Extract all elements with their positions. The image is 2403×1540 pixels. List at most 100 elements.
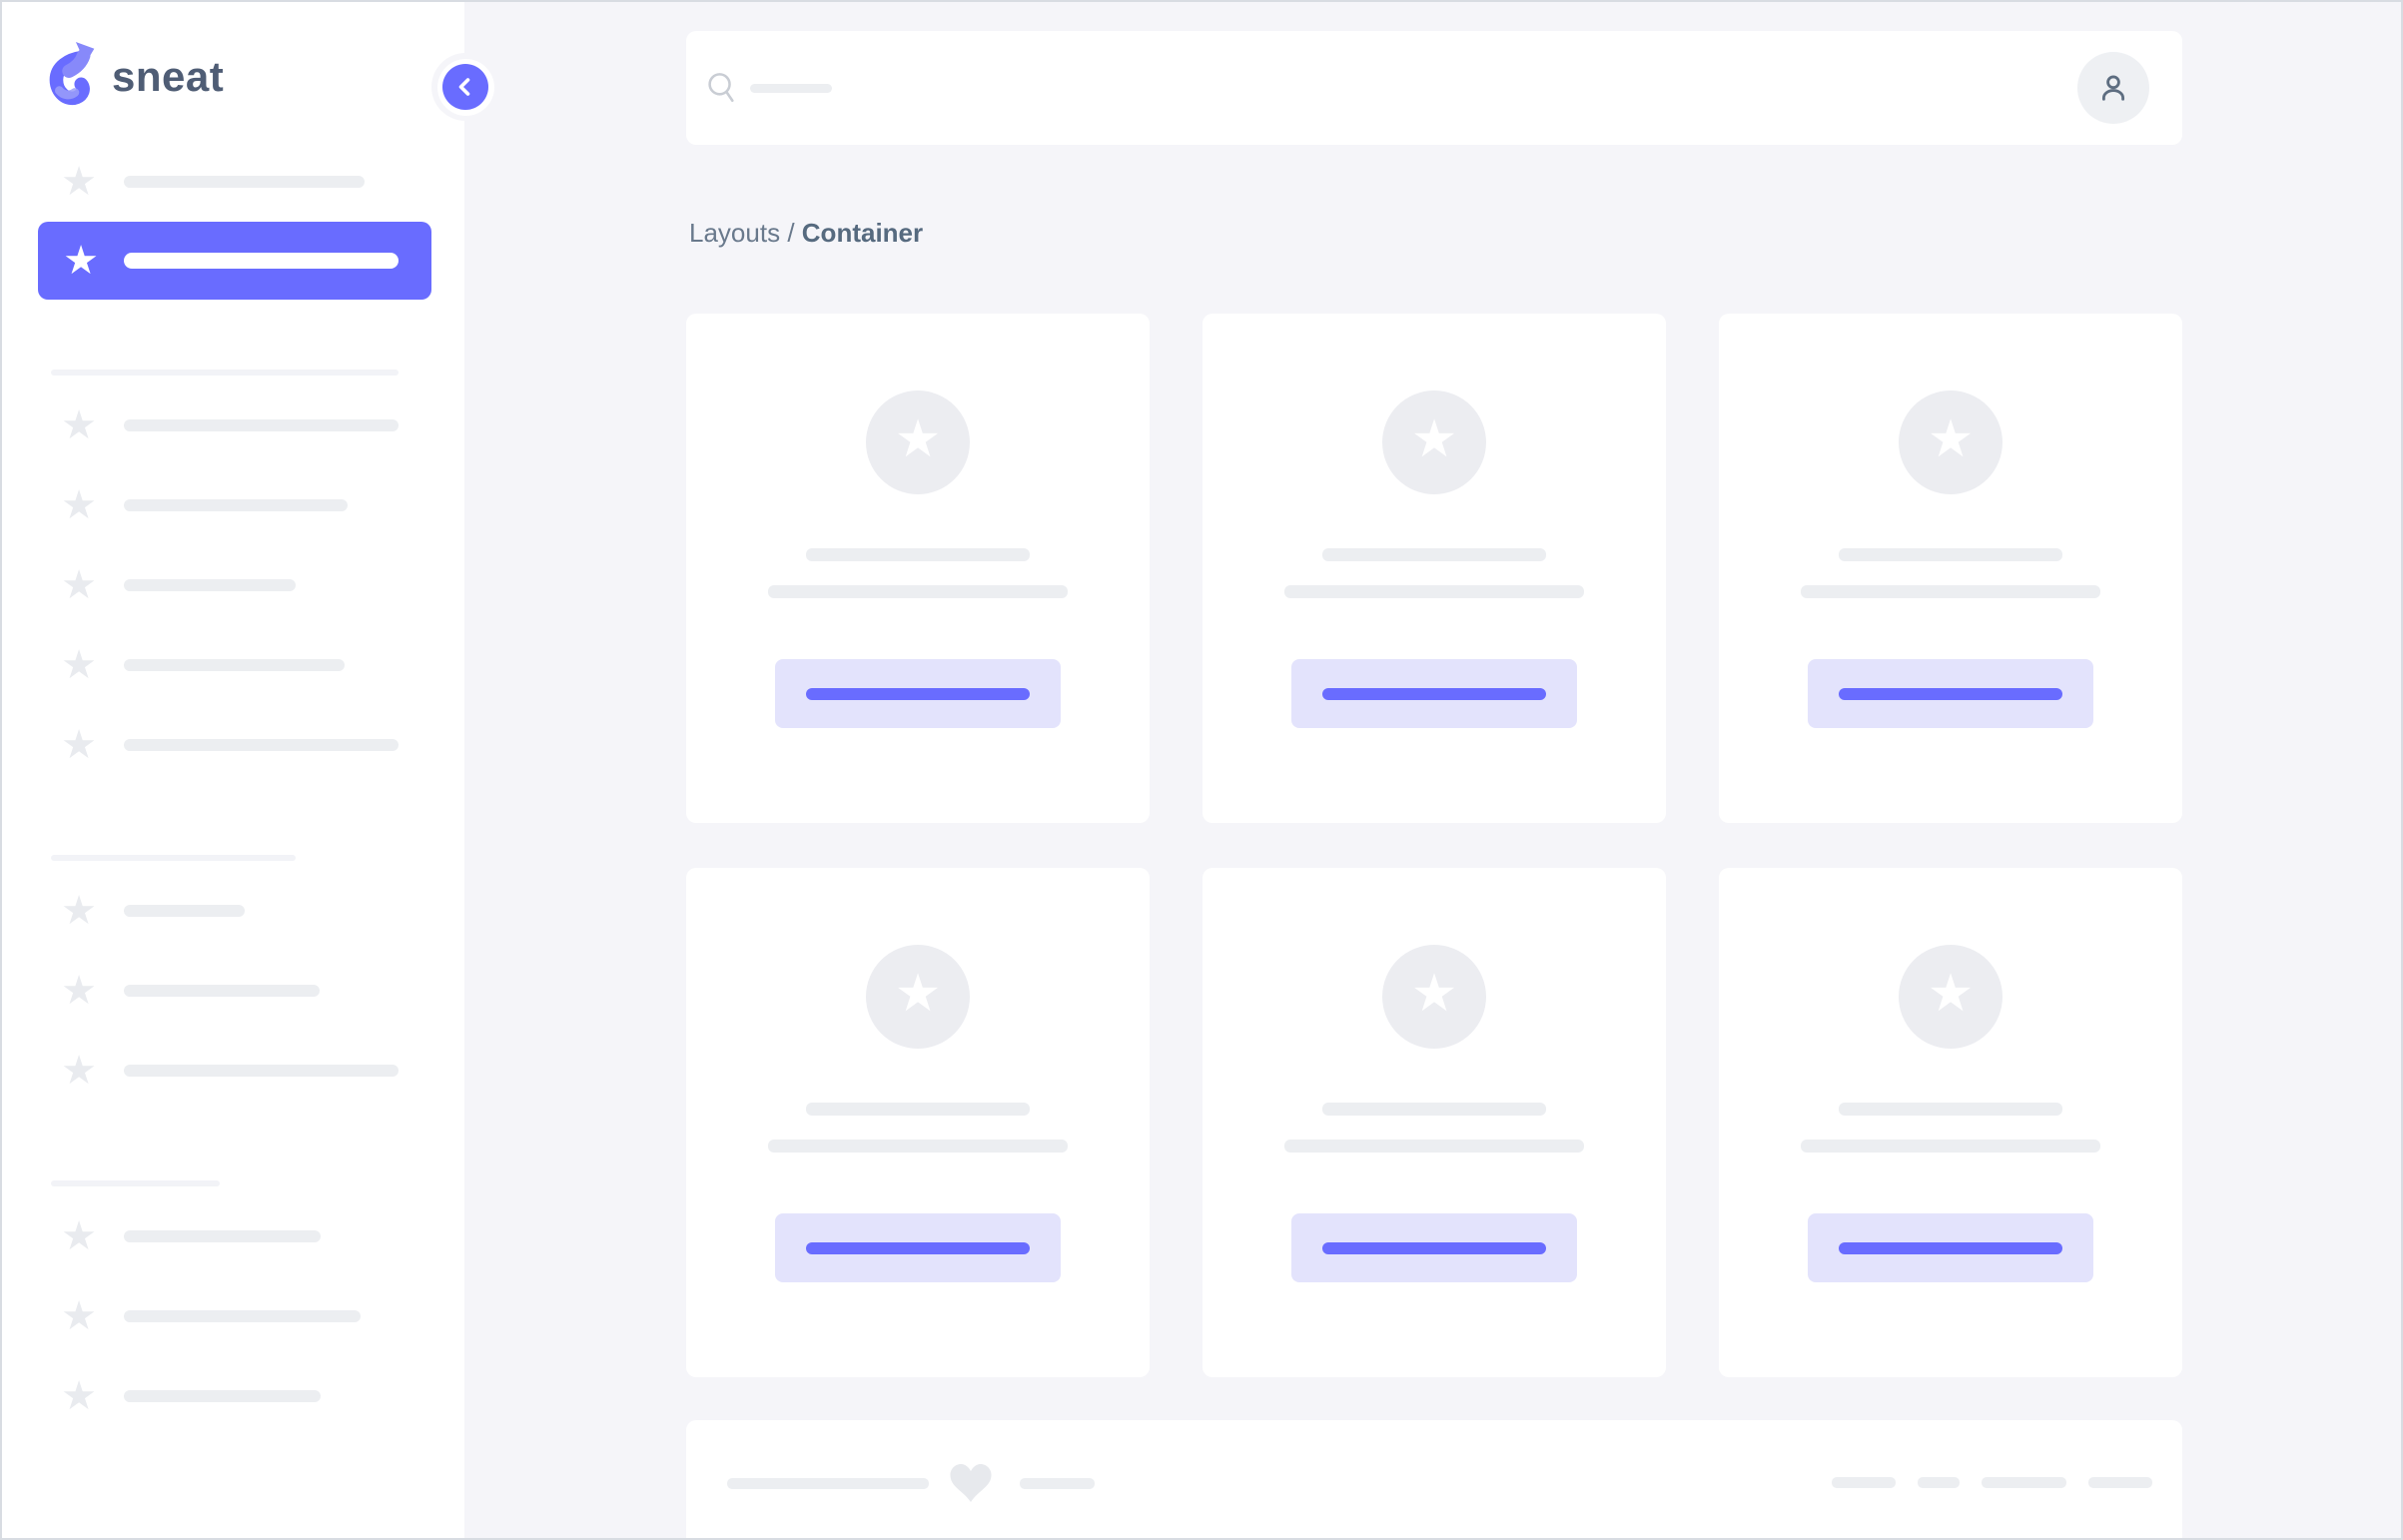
text-skeleton xyxy=(727,1477,929,1489)
sidebar-item[interactable]: ★ xyxy=(2,705,464,785)
collapse-button-core xyxy=(442,64,488,110)
card-image-circle: ★ xyxy=(866,945,970,1049)
brand[interactable]: sneat xyxy=(46,42,224,112)
skeleton-card: ★ xyxy=(686,314,1150,823)
card-subtitle-skeleton xyxy=(1801,1140,2100,1153)
card-button[interactable] xyxy=(1808,659,2093,728)
user-avatar-button[interactable] xyxy=(2077,52,2149,124)
card-button-label-skeleton xyxy=(806,687,1030,700)
card-grid: ★ ★ ★ ★ ★ xyxy=(686,314,2182,1377)
card-image-circle: ★ xyxy=(1899,945,2002,1049)
bottom-card-pagination-group xyxy=(1832,1477,2152,1488)
card-title-skeleton xyxy=(806,548,1030,561)
sidebar-item-label-skeleton xyxy=(124,1310,361,1322)
star-icon: ★ xyxy=(1410,965,1458,1023)
star-icon: ★ xyxy=(894,410,942,468)
star-icon: ★ xyxy=(1410,410,1458,468)
card-subtitle-skeleton xyxy=(1284,585,1584,598)
sidebar-section-divider xyxy=(51,855,296,861)
sidebar-item[interactable]: ★ xyxy=(2,385,464,465)
sidebar-collapse-button[interactable] xyxy=(431,53,499,121)
star-icon: ★ xyxy=(61,889,97,933)
sidebar-item[interactable]: ★ xyxy=(2,951,464,1031)
sidebar-item-label-skeleton xyxy=(124,499,348,511)
bottom-card-left-group xyxy=(727,1464,1095,1502)
text-skeleton xyxy=(1020,1477,1095,1489)
sidebar-item[interactable]: ★ xyxy=(2,1031,464,1111)
sidebar-item-label-skeleton xyxy=(124,1390,321,1402)
card-image-circle: ★ xyxy=(866,390,970,494)
card-button-label-skeleton xyxy=(1322,1241,1546,1254)
heart-icon[interactable] xyxy=(949,1464,993,1502)
search-placeholder-skeleton xyxy=(750,83,832,93)
sidebar: sneat ★ ★ ★ ★ ★ ★ ★ ★ ★ ★ ★ ★ ★ xyxy=(2,2,464,1538)
star-icon: ★ xyxy=(61,1049,97,1093)
card-button[interactable] xyxy=(1291,659,1577,728)
sidebar-item-label-skeleton xyxy=(124,985,320,997)
skeleton-card: ★ xyxy=(1202,868,1666,1377)
sidebar-section-divider xyxy=(51,1180,220,1186)
sidebar-item-label-skeleton xyxy=(124,1230,321,1242)
search-icon xyxy=(708,73,734,103)
card-button[interactable] xyxy=(1808,1213,2093,1282)
card-button[interactable] xyxy=(775,659,1061,728)
sidebar-item[interactable]: ★ xyxy=(2,625,464,705)
card-button-label-skeleton xyxy=(1839,1241,2062,1254)
sidebar-item-label-skeleton xyxy=(124,579,296,591)
breadcrumb-separator: / xyxy=(787,218,795,248)
sidebar-item-label-skeleton xyxy=(124,419,399,431)
card-title-skeleton xyxy=(1322,548,1546,561)
card-title-skeleton xyxy=(1322,1103,1546,1116)
pagination-skeleton xyxy=(2088,1477,2152,1488)
search-input[interactable] xyxy=(706,31,2077,145)
card-button[interactable] xyxy=(775,1213,1061,1282)
breadcrumb: Layouts / Container xyxy=(689,218,923,248)
sidebar-item[interactable]: ★ xyxy=(2,142,464,222)
card-image-circle: ★ xyxy=(1899,390,2002,494)
sidebar-item[interactable]: ★ xyxy=(2,545,464,625)
card-subtitle-skeleton xyxy=(768,585,1068,598)
card-button[interactable] xyxy=(1291,1213,1577,1282)
card-subtitle-skeleton xyxy=(768,1140,1068,1153)
brand-name: sneat xyxy=(112,53,225,100)
sidebar-item[interactable]: ★ xyxy=(2,1356,464,1436)
star-icon: ★ xyxy=(61,723,97,767)
sidebar-item-active[interactable]: ★ xyxy=(38,222,431,300)
pagination-skeleton xyxy=(1832,1477,1896,1488)
skeleton-card: ★ xyxy=(1719,314,2182,823)
bottom-card xyxy=(686,1420,2182,1538)
star-icon: ★ xyxy=(61,483,97,527)
pagination-skeleton xyxy=(1918,1477,1960,1488)
sidebar-item[interactable]: ★ xyxy=(2,1196,464,1276)
sidebar-item[interactable]: ★ xyxy=(2,871,464,951)
sneat-logo-icon xyxy=(49,42,95,106)
card-title-skeleton xyxy=(1839,1103,2062,1116)
star-icon: ★ xyxy=(61,563,97,607)
sidebar-item-label-skeleton xyxy=(124,1065,399,1077)
star-icon: ★ xyxy=(61,403,97,447)
card-title-skeleton xyxy=(806,1103,1030,1116)
star-icon: ★ xyxy=(61,1214,97,1258)
card-subtitle-skeleton xyxy=(1284,1140,1584,1153)
card-button-label-skeleton xyxy=(1322,687,1546,700)
breadcrumb-current: Container xyxy=(801,218,924,248)
card-image-circle: ★ xyxy=(1382,390,1486,494)
sidebar-item-label-skeleton xyxy=(124,176,365,188)
sidebar-item-label-skeleton xyxy=(124,905,245,917)
collapse-button-ring xyxy=(436,58,494,116)
sidebar-item[interactable]: ★ xyxy=(2,465,464,545)
chevron-left-icon xyxy=(458,78,470,96)
card-title-skeleton xyxy=(1839,548,2062,561)
skeleton-card: ★ xyxy=(1719,868,2182,1377)
sidebar-section-divider xyxy=(51,370,399,376)
star-icon: ★ xyxy=(61,643,97,687)
sidebar-item[interactable]: ★ xyxy=(2,1276,464,1356)
star-icon: ★ xyxy=(1927,410,1975,468)
breadcrumb-parent[interactable]: Layouts xyxy=(689,218,781,248)
skeleton-card: ★ xyxy=(686,868,1150,1377)
star-icon: ★ xyxy=(894,965,942,1023)
topbar xyxy=(686,31,2182,145)
sidebar-item-label-skeleton xyxy=(124,739,399,751)
pagination-skeleton xyxy=(1982,1477,2066,1488)
